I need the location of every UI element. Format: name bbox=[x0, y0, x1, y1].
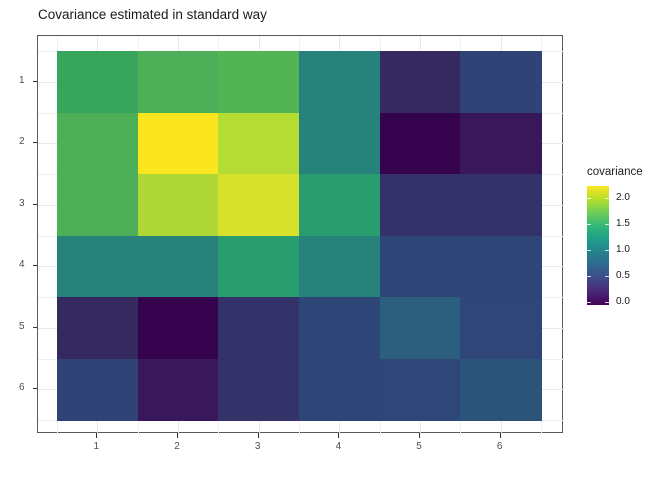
y-axis-tick-label: 4 bbox=[18, 259, 25, 271]
y-axis-tick bbox=[32, 265, 37, 267]
heatmap-cell bbox=[460, 358, 542, 421]
y-axis-tick-label: 1 bbox=[18, 74, 25, 86]
x-axis-tick-label: 3 bbox=[254, 441, 261, 452]
legend-tick bbox=[605, 276, 609, 278]
heatmap-cell bbox=[379, 112, 461, 175]
legend-tick-label: 0.0 bbox=[616, 295, 630, 307]
heatmap-cell bbox=[57, 174, 139, 236]
heatmap-cell bbox=[137, 112, 219, 175]
x-axis-tick-label: 6 bbox=[496, 441, 503, 452]
x-axis-tick bbox=[96, 433, 98, 438]
x-axis-tick-label: 4 bbox=[335, 441, 342, 452]
legend-tick-label: 0.5 bbox=[616, 270, 630, 282]
legend-tick bbox=[587, 198, 591, 200]
heatmap-cell bbox=[218, 235, 300, 298]
heatmap-cell bbox=[137, 174, 219, 236]
heatmap-cell bbox=[299, 174, 381, 236]
legend-tick-label: 1.0 bbox=[616, 244, 630, 256]
x-axis-tick bbox=[499, 433, 501, 438]
heatmap-cell bbox=[57, 297, 139, 359]
heatmap-cell bbox=[460, 235, 542, 298]
legend-tick-label: 2.0 bbox=[616, 192, 630, 204]
heatmap-cell bbox=[137, 235, 219, 298]
legend-tick bbox=[605, 250, 609, 252]
heatmap-cell bbox=[379, 358, 461, 421]
heatmap-cell bbox=[460, 297, 542, 359]
y-axis-tick bbox=[32, 326, 37, 328]
legend-tick bbox=[605, 301, 609, 303]
legend-tick bbox=[605, 198, 609, 200]
legend-tick bbox=[605, 224, 609, 226]
legend-tick bbox=[587, 224, 591, 226]
heatmap-cell bbox=[57, 235, 139, 298]
heatmap-cell bbox=[460, 174, 542, 236]
heatmap-cell bbox=[379, 297, 461, 359]
heatmap-cell bbox=[57, 112, 139, 175]
y-axis-tick-label: 5 bbox=[18, 320, 25, 332]
x-axis-tick bbox=[257, 433, 259, 438]
y-axis-tick bbox=[32, 203, 37, 205]
plot-panel bbox=[37, 35, 564, 434]
heatmap-cell bbox=[460, 112, 542, 175]
gridline-minor-vertical bbox=[541, 36, 543, 434]
heatmap-cell bbox=[299, 235, 381, 298]
heatmap-cell bbox=[218, 358, 300, 421]
y-axis-tick-label: 2 bbox=[18, 136, 25, 148]
legend-title: covariance bbox=[587, 166, 643, 178]
heatmap-cell bbox=[299, 297, 381, 359]
legend-tick bbox=[587, 250, 591, 252]
x-axis-tick-label: 5 bbox=[416, 441, 422, 452]
heatmap-cell bbox=[379, 174, 461, 236]
legend-colorbar bbox=[587, 186, 609, 305]
x-axis-tick bbox=[419, 433, 420, 438]
heatmap-cell bbox=[299, 358, 381, 421]
plot-title: Covariance estimated in standard way bbox=[38, 7, 267, 22]
x-axis-tick-label: 2 bbox=[174, 441, 180, 452]
heatmap-cell bbox=[218, 297, 300, 359]
x-axis-tick bbox=[338, 433, 340, 438]
heatmap-cell bbox=[460, 51, 542, 113]
legend-tick-label: 1.5 bbox=[616, 218, 630, 230]
heatmap-cell bbox=[218, 112, 300, 175]
heatmap-cell bbox=[299, 51, 381, 113]
heatmap-cell bbox=[57, 51, 139, 113]
heatmap-cell bbox=[379, 235, 461, 298]
heatmap-cell bbox=[299, 112, 381, 175]
y-axis-tick bbox=[32, 388, 37, 390]
heatmap-cell bbox=[137, 51, 219, 113]
legend-tick bbox=[587, 301, 591, 303]
legend-tick bbox=[587, 276, 591, 278]
heatmap-cell bbox=[137, 358, 219, 421]
heatmap-cell bbox=[218, 51, 300, 113]
x-axis-tick-label: 1 bbox=[93, 441, 100, 452]
gridline-minor-horizontal bbox=[38, 420, 564, 421]
y-axis-tick bbox=[32, 80, 37, 82]
y-axis-tick-label: 6 bbox=[18, 382, 25, 394]
x-axis-tick bbox=[177, 433, 178, 438]
y-axis-tick bbox=[32, 142, 37, 144]
y-axis-tick-label: 3 bbox=[18, 197, 25, 209]
heatmap-cell bbox=[137, 297, 219, 359]
heatmap-cell bbox=[379, 51, 461, 113]
heatmap-cell bbox=[57, 358, 139, 421]
heatmap-cell bbox=[218, 174, 300, 236]
